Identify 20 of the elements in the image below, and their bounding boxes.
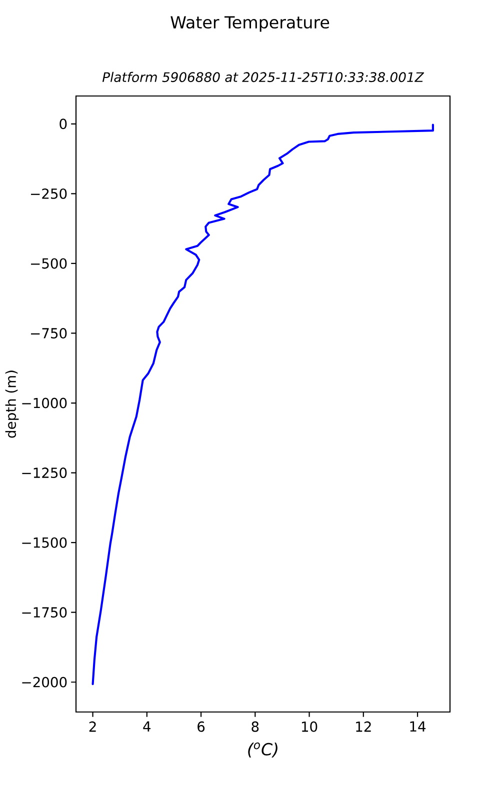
y-tick-label: 0	[60, 118, 67, 130]
x-tick-label: 10	[302, 721, 318, 732]
y-tick-label: −1000	[22, 398, 67, 408]
x-axis-title: ($^{o}$C)	[248, 742, 278, 758]
x-tick-label: 6	[198, 721, 205, 732]
x-tick-label: 8	[252, 721, 259, 732]
x-tick-label: 4	[143, 721, 151, 732]
x-tick-label: 2	[89, 721, 96, 732]
y-tick-label: −2000	[22, 676, 67, 688]
x-tick-label: 14	[410, 721, 426, 732]
y-tick-label: −250	[31, 188, 67, 199]
y-tick-label: −1750	[22, 607, 67, 618]
chart-title: Water Temperature	[170, 16, 330, 32]
chart-subtitle: Platform 5906880 at 2025-11-25T10:33:38.001Z	[102, 72, 424, 82]
x-tick-label: 12	[356, 721, 371, 732]
y-tick-label: −1250	[22, 468, 67, 478]
y-axis-title: depth (m)	[5, 370, 19, 438]
y-tick-label: −500	[31, 258, 67, 269]
y-tick-label: −750	[31, 328, 67, 338]
y-tick-label: −1500	[22, 537, 67, 548]
